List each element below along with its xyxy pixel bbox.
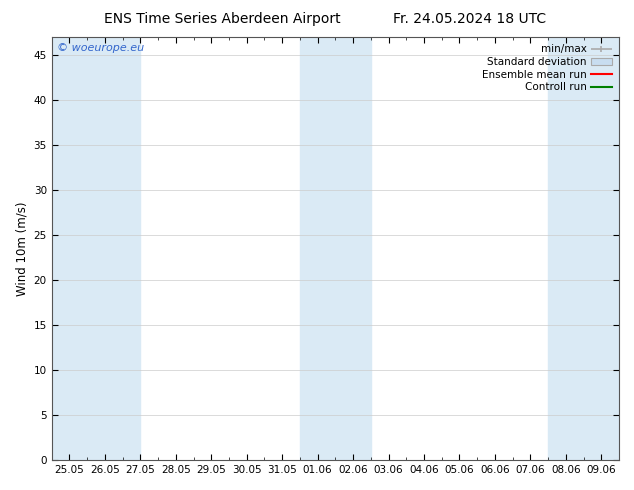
Bar: [51, 37, 140, 460]
Legend: min/max, Standard deviation, Ensemble mean run, Controll run: min/max, Standard deviation, Ensemble me…: [480, 42, 614, 94]
Bar: [300, 37, 371, 460]
Bar: [548, 37, 619, 460]
Text: © woeurope.eu: © woeurope.eu: [57, 44, 145, 53]
Text: ENS Time Series Aberdeen Airport: ENS Time Series Aberdeen Airport: [103, 12, 340, 26]
Text: Fr. 24.05.2024 18 UTC: Fr. 24.05.2024 18 UTC: [392, 12, 546, 26]
Y-axis label: Wind 10m (m/s): Wind 10m (m/s): [15, 201, 28, 296]
